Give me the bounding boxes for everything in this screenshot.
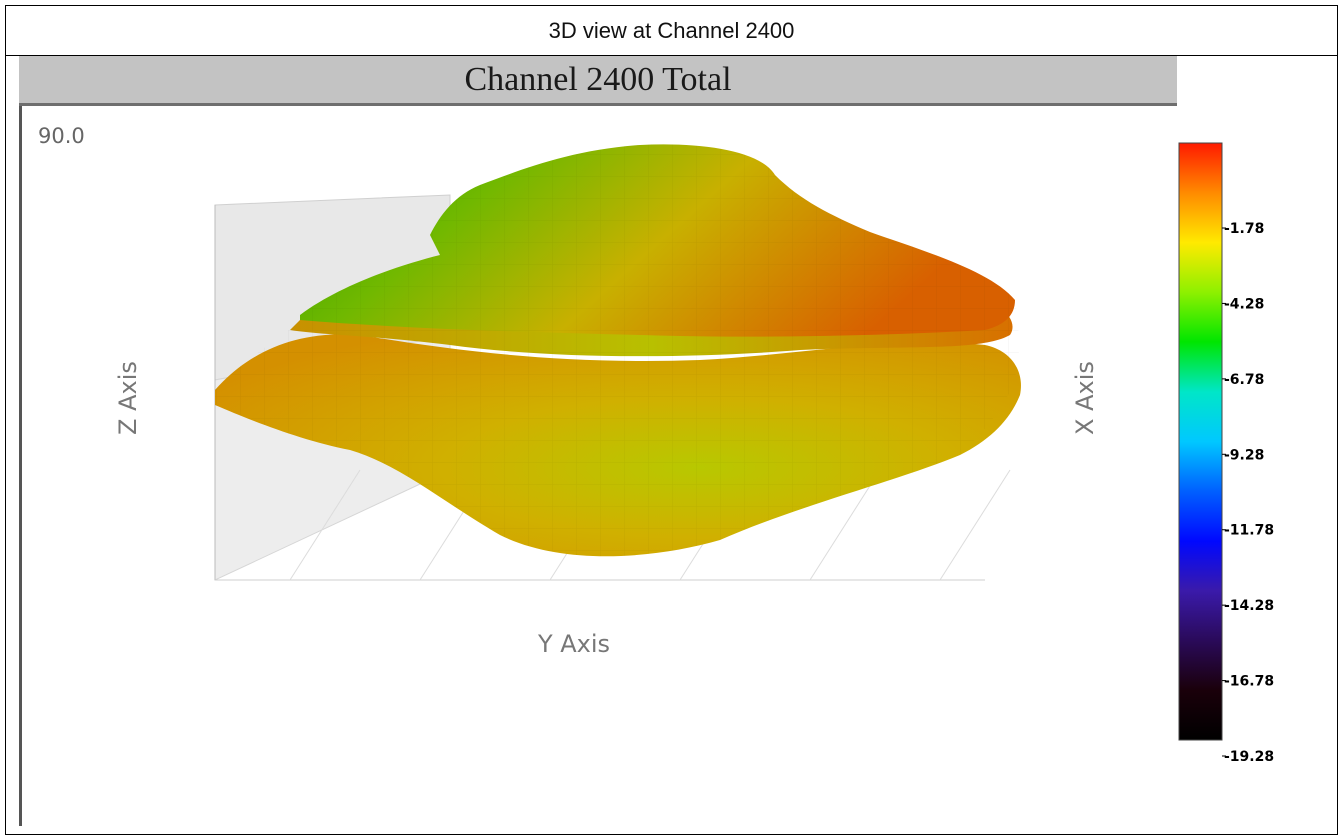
colorbar-ticks: -1.78 -4.28 -6.78 -9.28 -11.78 -14.28 -16.78 -1… <box>1222 221 1274 765</box>
colorbar-tick-label: -19.28 <box>1224 749 1274 765</box>
colorbar-tick-label: -6.78 <box>1224 372 1264 388</box>
chart-title: Channel 2400 Total <box>19 56 1177 106</box>
floor-grid-line <box>809 469 881 581</box>
colorbar-tick-label: -4.28 <box>1224 296 1264 312</box>
surface-mesh-overlay <box>215 144 1020 557</box>
colorbar-tick-label: -14.28 <box>1224 598 1274 614</box>
y-axis-title: Y Axis <box>537 630 610 658</box>
colorbar-tick-label: -11.78 <box>1224 523 1274 539</box>
surface-mesh <box>215 144 1021 557</box>
surface-plot[interactable]: Z Axis X Axis Y Axis -1.78 -4.28 -6.78 -9.2… <box>0 0 1344 818</box>
rotation-readout: 90.0 <box>38 124 85 148</box>
colorbar-swatch <box>1178 142 1223 741</box>
floor-grid-line <box>289 469 361 581</box>
colorbar-tick-label: -16.78 <box>1224 674 1274 690</box>
x-axis-title: X Axis <box>1071 361 1099 435</box>
colorbar-tick-label: -1.78 <box>1224 221 1264 237</box>
colorbar: -1.78 -4.28 -6.78 -9.28 -11.78 -14.28 -16.78 -1… <box>1178 142 1274 765</box>
z-axis-title: Z Axis <box>114 361 142 435</box>
floor-grid-line <box>939 469 1011 581</box>
section-header: 3D view at Channel 2400 <box>6 6 1337 56</box>
plot-left-border <box>19 106 22 826</box>
colorbar-tick-label: -9.28 <box>1224 447 1264 463</box>
